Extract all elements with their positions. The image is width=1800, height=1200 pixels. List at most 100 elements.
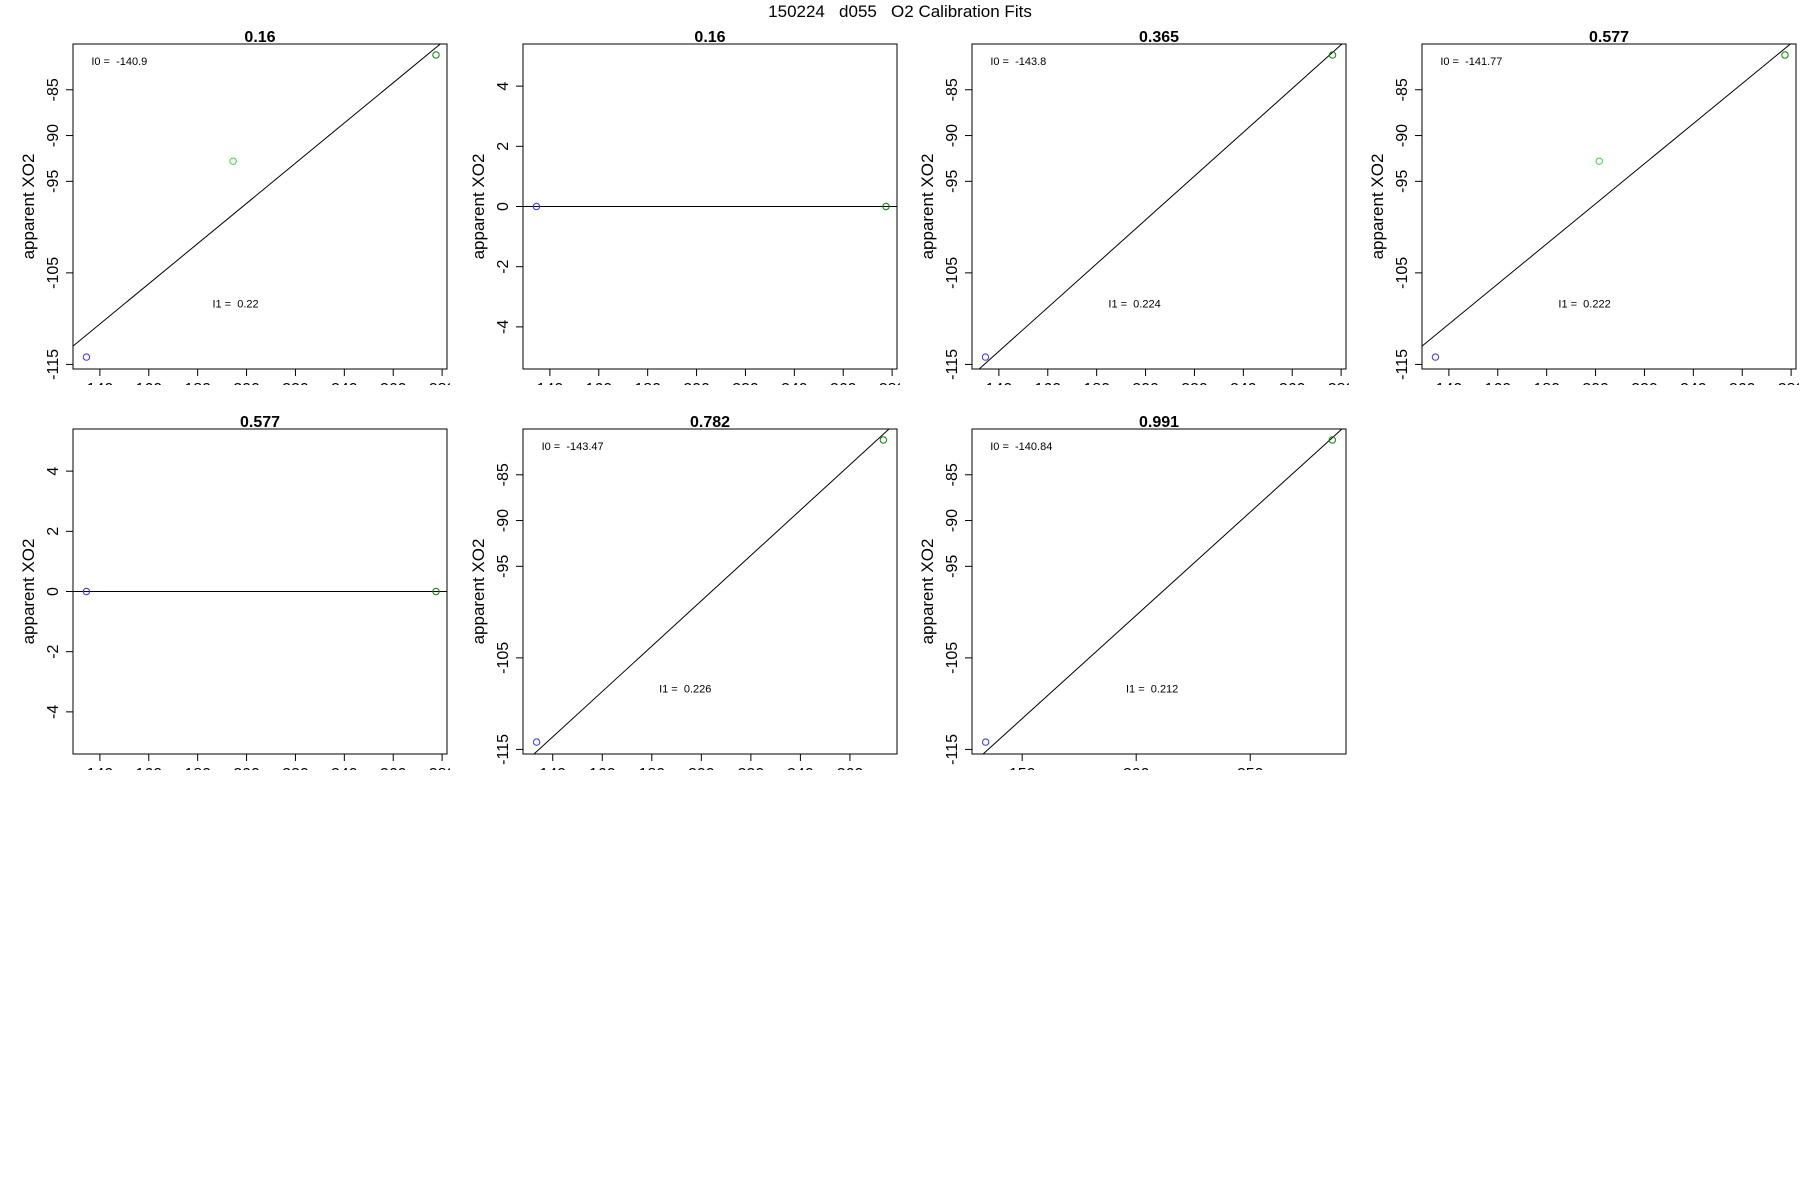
data-point — [981, 353, 990, 361]
fit-line — [73, 44, 442, 347]
x-tick-label: 240 — [1230, 381, 1257, 385]
x-tick-label: 180 — [184, 381, 211, 385]
y-axis-label: apparent XO2 — [469, 539, 488, 645]
page-title: 150224 d055 O2 Calibration Fits — [768, 2, 1032, 21]
panel-title: 0.991 — [1139, 414, 1179, 431]
x-tick-label: 200 — [1132, 381, 1159, 385]
plot-frame — [522, 428, 898, 755]
x-tick-label: 180 — [1083, 381, 1110, 385]
x-tick-label: 200 — [1582, 381, 1609, 385]
y-tick-label: -85 — [1394, 78, 1411, 101]
x-tick-label: 200 — [683, 381, 710, 385]
fit-line — [533, 429, 890, 754]
y-tick-label: -4 — [45, 705, 62, 719]
y-tick-label: 0 — [495, 202, 512, 211]
fit-annotation: I1 = 0.226 — [659, 684, 711, 696]
x-tick-label: 260 — [1279, 381, 1306, 385]
data-point — [981, 738, 990, 746]
x-tick-label: 240 — [331, 766, 358, 770]
calibration-panel: 0.16 140 160 180 200 220 240 260 280 per meg sign… — [0, 0, 450, 385]
x-tick-label: 160 — [135, 381, 162, 385]
y-tick-label: 4 — [45, 467, 62, 476]
x-tick-label: 240 — [787, 766, 814, 770]
x-tick-label: 240 — [331, 381, 358, 385]
fit-annotation: I1 = 0.224 — [1108, 299, 1160, 311]
data-point — [1431, 353, 1440, 361]
calibration-panel: 0.782 140 160 180 200 220 240 260 per meg signal… — [450, 385, 900, 770]
y-tick-label: -115 — [944, 349, 961, 380]
x-tick-label: 160 — [1484, 381, 1511, 385]
x-tick-label: 150 — [1009, 766, 1036, 770]
fit-annotation: I1 = 0.212 — [1126, 684, 1178, 696]
calibration-panel: 0.991 150 200 250 per meg signal -115 -105 -95-… — [899, 385, 1349, 770]
x-tick-label: 260 — [830, 381, 857, 385]
plot-frame — [1421, 43, 1797, 370]
y-tick-label: 2 — [45, 527, 62, 536]
y-tick-label: -105 — [1394, 257, 1411, 289]
x-tick-label: 180 — [1533, 381, 1560, 385]
data-point — [229, 157, 237, 165]
data-point — [432, 51, 440, 59]
y-tick-label: -90 — [944, 509, 961, 532]
data-point — [882, 202, 890, 211]
x-tick-label: 200 — [1123, 766, 1150, 770]
data-point — [82, 587, 91, 596]
x-tick-label: 280 — [429, 766, 450, 770]
panel-title: 0.577 — [240, 414, 280, 431]
x-tick-label: 140 — [537, 381, 564, 385]
y-tick-label: -95 — [944, 555, 961, 578]
y-tick-label: -90 — [1394, 124, 1411, 147]
fit-annotation: I1 = 0.222 — [1558, 299, 1610, 311]
y-tick-label: -105 — [944, 257, 961, 289]
plot-frame — [971, 43, 1347, 370]
fit-line — [1422, 44, 1792, 347]
x-tick-label: 220 — [282, 766, 309, 770]
x-tick-label: 280 — [879, 381, 900, 385]
x-tick-label: 280 — [1328, 381, 1349, 385]
panel-title: 0.16 — [694, 29, 725, 46]
x-tick-label: 260 — [1729, 381, 1756, 385]
y-tick-label: -4 — [495, 320, 512, 334]
y-tick-label: -85 — [45, 78, 62, 101]
fit-annotation: I0 = -140.84 — [990, 441, 1052, 453]
y-tick-label: -90 — [944, 124, 961, 147]
x-tick-label: 220 — [1181, 381, 1208, 385]
data-point — [432, 587, 440, 596]
x-tick-label: 200 — [688, 766, 715, 770]
x-tick-label: 220 — [732, 381, 759, 385]
x-tick-label: 220 — [738, 766, 765, 770]
x-tick-label: 140 — [87, 766, 114, 770]
plot-frame — [971, 428, 1347, 755]
y-tick-label: -105 — [944, 642, 961, 674]
y-tick-label: -90 — [495, 509, 512, 532]
fit-annotation: I0 = -143.47 — [542, 441, 604, 453]
x-tick-label: 180 — [184, 766, 211, 770]
y-tick-label: -115 — [944, 734, 961, 765]
x-tick-label: 140 — [539, 766, 566, 770]
y-tick-label: -2 — [495, 259, 512, 273]
y-tick-label: -115 — [495, 734, 512, 765]
fit-annotation: I0 = -141.77 — [1440, 56, 1502, 68]
data-point — [532, 738, 541, 746]
x-tick-label: 260 — [837, 766, 864, 770]
y-tick-label: -95 — [495, 555, 512, 578]
y-axis-label: apparent XO2 — [918, 539, 937, 645]
x-tick-label: 160 — [585, 381, 612, 385]
fit-annotation: I0 = -143.8 — [990, 56, 1046, 68]
y-tick-label: -105 — [45, 257, 62, 289]
y-tick-label: 4 — [495, 82, 512, 91]
x-tick-label: 220 — [1631, 381, 1658, 385]
y-axis-label: apparent XO2 — [918, 154, 937, 260]
x-tick-label: 240 — [1680, 381, 1707, 385]
y-axis-label: apparent XO2 — [469, 154, 488, 260]
x-tick-label: 200 — [233, 381, 260, 385]
calibration-panel: 0.365 140 160 180 200 220 240 260 280 per meg sig… — [899, 0, 1349, 385]
y-tick-label: -95 — [1394, 170, 1411, 193]
plot-frame — [72, 43, 448, 370]
x-tick-label: 220 — [282, 381, 309, 385]
